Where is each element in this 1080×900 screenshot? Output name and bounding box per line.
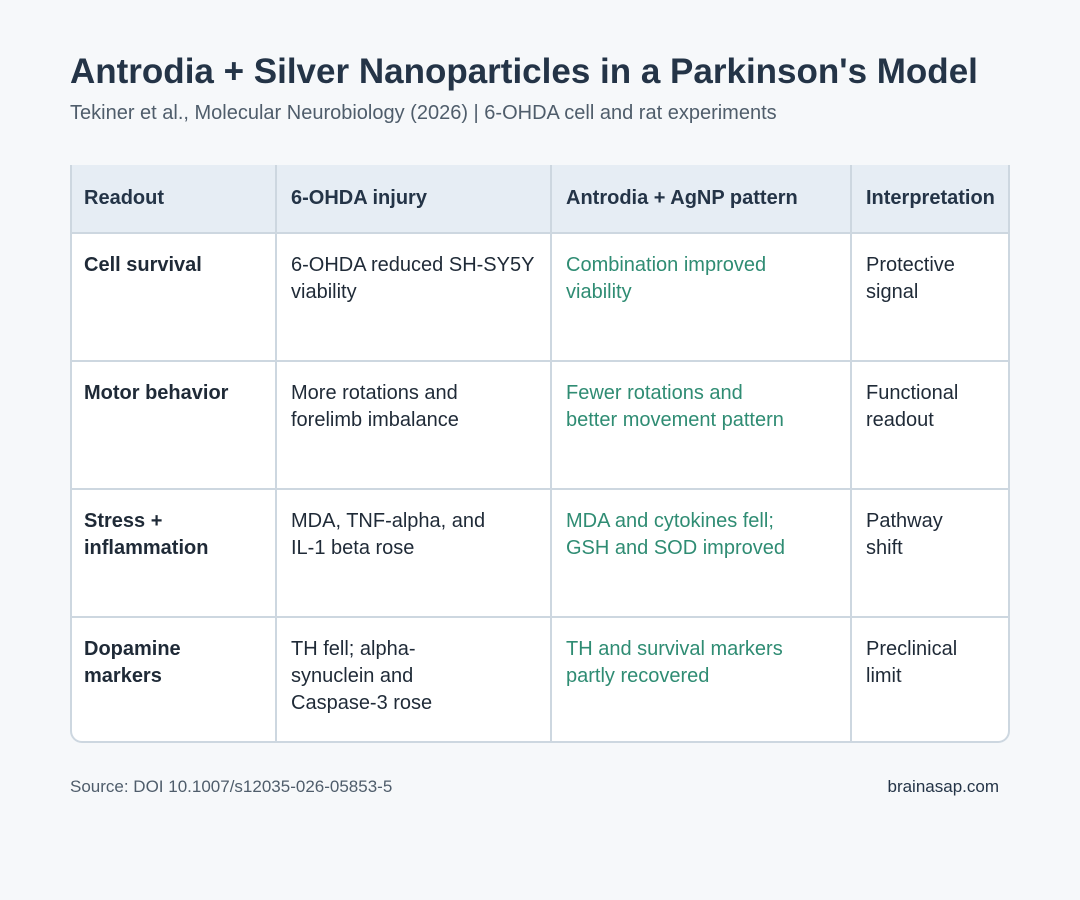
header-pattern: Antrodia + AgNP pattern xyxy=(550,165,852,234)
cell-injury-line: synuclein and xyxy=(291,665,414,687)
cell-injury-line: viability xyxy=(291,281,357,303)
cell-injury-line: forelimb imbalance xyxy=(291,409,459,431)
cell-interpretation: Functional readout xyxy=(850,360,1008,490)
cell-pattern-line: partly recovered xyxy=(566,665,710,687)
cell-pattern-line: GSH and SOD improved xyxy=(566,537,785,559)
cell-readout-line: Dopamine xyxy=(84,638,181,660)
cell-interpretation-line: readout xyxy=(866,409,934,431)
cell-interpretation: Pathway shift xyxy=(850,488,1008,618)
comparison-table: Readout 6-OHDA injury Antrodia + AgNP pa… xyxy=(72,165,1008,741)
cell-pattern-line: better movement pattern xyxy=(566,409,784,431)
cell-readout: Stress + inflammation xyxy=(72,488,277,618)
cell-readout: Cell survival xyxy=(72,232,277,362)
cell-readout-line: Stress + xyxy=(84,510,163,532)
table-row: Cell survival 6-OHDA reduced SH-SY5Y viabi… xyxy=(72,232,1008,362)
header-readout: Readout xyxy=(72,165,277,234)
table-header-row: Readout 6-OHDA injury Antrodia + AgNP pa… xyxy=(72,165,1008,234)
cell-injury: More rotations and forelimb imbalance xyxy=(275,360,552,490)
page-title: Antrodia + Silver Nanoparticles in a Par… xyxy=(70,52,978,91)
brand-name: brainasap.com xyxy=(887,777,999,796)
cell-pattern-line: TH and survival markers xyxy=(566,638,783,660)
cell-injury-line: IL-1 beta rose xyxy=(291,537,415,559)
cell-injury-line: MDA, TNF-alpha, and xyxy=(291,510,486,532)
cell-pattern: TH and survival markers partly recovered xyxy=(550,616,852,741)
cell-interpretation-line: Pathway xyxy=(866,510,943,532)
cell-readout-line: Cell survival xyxy=(84,254,202,276)
cell-injury-line: TH fell; alpha- xyxy=(291,638,416,660)
cell-injury: 6-OHDA reduced SH-SY5Y viability xyxy=(275,232,552,362)
cell-injury-line: 6-OHDA reduced SH-SY5Y xyxy=(291,254,535,276)
cell-readout: Motor behavior xyxy=(72,360,277,490)
table-row: Dopamine markers TH fell; alpha-synuclein … xyxy=(72,616,1008,741)
table-row: Stress + inflammation MDA, TNF-alpha, and I… xyxy=(72,488,1008,618)
table-row: Motor behavior More rotations and forelimb… xyxy=(72,360,1008,490)
cell-interpretation-line: Protective xyxy=(866,254,955,276)
cell-interpretation-line: signal xyxy=(866,281,919,303)
cell-pattern-line: MDA and cytokines fell; xyxy=(566,510,774,532)
cell-readout-line: markers xyxy=(84,665,162,687)
cell-pattern: MDA and cytokines fell; GSH and SOD impro… xyxy=(550,488,852,618)
table-body: Cell survival 6-OHDA reduced SH-SY5Y viabi… xyxy=(72,232,1008,741)
cell-interpretation-line: limit xyxy=(866,665,902,687)
cell-readout: Dopamine markers xyxy=(72,616,277,741)
cell-interpretation-line: Functional xyxy=(866,382,959,404)
cell-pattern-line: Combination improved xyxy=(566,254,767,276)
cell-injury: MDA, TNF-alpha, and IL-1 beta rose xyxy=(275,488,552,618)
cell-interpretation-line: Preclinical xyxy=(866,638,958,660)
cell-pattern-line: Fewer rotations and xyxy=(566,382,743,404)
comparison-table-container: Readout 6-OHDA injury Antrodia + AgNP pa… xyxy=(70,165,1010,743)
header-interpretation: Interpretation xyxy=(850,165,1008,234)
cell-injury-line: Caspase-3 rose xyxy=(291,692,433,714)
cell-readout-line: Motor behavior xyxy=(84,382,229,404)
cell-injury: TH fell; alpha-synuclein and Caspase-3 ro… xyxy=(275,616,552,741)
page-subtitle: Tekiner et al., Molecular Neurobiology (… xyxy=(70,102,777,124)
header-injury: 6-OHDA injury xyxy=(275,165,552,234)
cell-interpretation-line: shift xyxy=(866,537,903,559)
cell-interpretation: Protective signal xyxy=(850,232,1008,362)
source-citation: Source: DOI 10.1007/s12035-026-05853-5 xyxy=(70,777,393,796)
cell-interpretation: Preclinical limit xyxy=(850,616,1008,741)
cell-injury-line: More rotations and xyxy=(291,382,458,404)
cell-pattern: Combination improved viability xyxy=(550,232,852,362)
cell-pattern: Fewer rotations and better movement patte… xyxy=(550,360,852,490)
cell-pattern-line: viability xyxy=(566,281,632,303)
cell-readout-line: inflammation xyxy=(84,537,209,559)
